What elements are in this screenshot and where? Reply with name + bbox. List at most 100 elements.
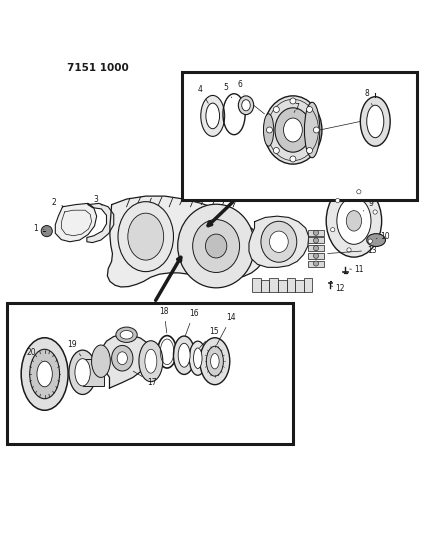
Ellipse shape (173, 336, 195, 375)
Text: 20: 20 (27, 348, 41, 360)
Circle shape (313, 261, 318, 266)
Ellipse shape (21, 338, 68, 410)
Circle shape (330, 228, 335, 232)
Ellipse shape (128, 213, 163, 260)
Circle shape (347, 248, 351, 252)
Circle shape (306, 107, 312, 112)
Polygon shape (87, 204, 114, 243)
Circle shape (273, 148, 279, 154)
Bar (308, 245, 324, 251)
Bar (83, 359, 104, 386)
Ellipse shape (206, 346, 223, 376)
Ellipse shape (30, 349, 59, 399)
Circle shape (290, 156, 296, 162)
Ellipse shape (238, 96, 254, 115)
Ellipse shape (118, 201, 173, 272)
Polygon shape (101, 335, 151, 388)
Text: 15: 15 (199, 327, 219, 348)
Ellipse shape (116, 327, 137, 342)
Ellipse shape (139, 341, 163, 382)
Text: 16: 16 (185, 309, 198, 336)
Ellipse shape (367, 233, 386, 246)
Ellipse shape (189, 341, 206, 375)
Circle shape (41, 225, 52, 237)
Ellipse shape (367, 105, 384, 138)
Text: 19: 19 (68, 340, 81, 356)
Circle shape (290, 98, 296, 104)
Text: 9: 9 (363, 199, 374, 211)
Text: 5: 5 (223, 83, 232, 98)
Ellipse shape (193, 220, 240, 272)
Bar (295, 280, 303, 292)
Bar (308, 238, 324, 244)
Bar (303, 278, 312, 292)
Text: 13: 13 (328, 246, 377, 255)
Circle shape (313, 127, 319, 133)
Circle shape (306, 148, 312, 154)
Text: 11: 11 (350, 265, 364, 274)
Ellipse shape (242, 100, 250, 111)
Ellipse shape (200, 338, 230, 385)
Polygon shape (107, 196, 265, 287)
Ellipse shape (206, 103, 220, 128)
Bar (308, 253, 324, 259)
Text: 12: 12 (330, 284, 345, 293)
Circle shape (313, 238, 318, 243)
Ellipse shape (178, 204, 255, 288)
Ellipse shape (337, 197, 371, 244)
Ellipse shape (275, 108, 311, 152)
Polygon shape (55, 204, 97, 242)
Ellipse shape (37, 361, 52, 387)
Bar (261, 280, 270, 292)
Ellipse shape (92, 345, 110, 377)
Text: 4: 4 (197, 85, 208, 103)
Ellipse shape (205, 234, 227, 258)
Ellipse shape (75, 359, 90, 386)
Ellipse shape (117, 352, 128, 365)
Text: 6: 6 (237, 80, 244, 94)
Bar (286, 278, 295, 292)
Ellipse shape (201, 95, 225, 136)
Circle shape (336, 198, 340, 203)
Text: 18: 18 (159, 307, 169, 333)
Text: 10: 10 (376, 232, 389, 241)
Text: 7: 7 (294, 103, 299, 112)
Bar (278, 280, 286, 292)
Circle shape (313, 246, 318, 251)
Circle shape (267, 127, 273, 133)
Bar (7, 303, 293, 443)
Ellipse shape (69, 350, 96, 394)
Bar (308, 230, 324, 236)
Circle shape (368, 239, 372, 243)
Ellipse shape (261, 221, 297, 262)
Circle shape (373, 210, 377, 214)
Text: 1: 1 (33, 224, 44, 232)
Ellipse shape (264, 114, 274, 146)
Ellipse shape (270, 231, 288, 253)
Circle shape (357, 190, 361, 194)
Ellipse shape (178, 343, 190, 367)
Circle shape (313, 253, 318, 259)
Polygon shape (249, 216, 309, 268)
Bar (270, 278, 278, 292)
Ellipse shape (211, 353, 219, 369)
Text: 7151 1000: 7151 1000 (67, 62, 128, 72)
Bar (182, 72, 416, 200)
Text: 8: 8 (364, 89, 372, 105)
Text: 2: 2 (52, 198, 64, 207)
Ellipse shape (360, 96, 390, 146)
Ellipse shape (326, 184, 382, 257)
Ellipse shape (283, 118, 302, 142)
Ellipse shape (120, 330, 133, 339)
Ellipse shape (304, 102, 320, 158)
Ellipse shape (193, 348, 202, 368)
Text: 3: 3 (93, 195, 102, 206)
Bar (253, 278, 261, 292)
Ellipse shape (112, 345, 133, 371)
Text: 17: 17 (133, 371, 157, 387)
Circle shape (273, 107, 279, 112)
Ellipse shape (264, 96, 322, 164)
Bar (308, 261, 324, 266)
Circle shape (313, 230, 318, 236)
Ellipse shape (346, 211, 362, 231)
